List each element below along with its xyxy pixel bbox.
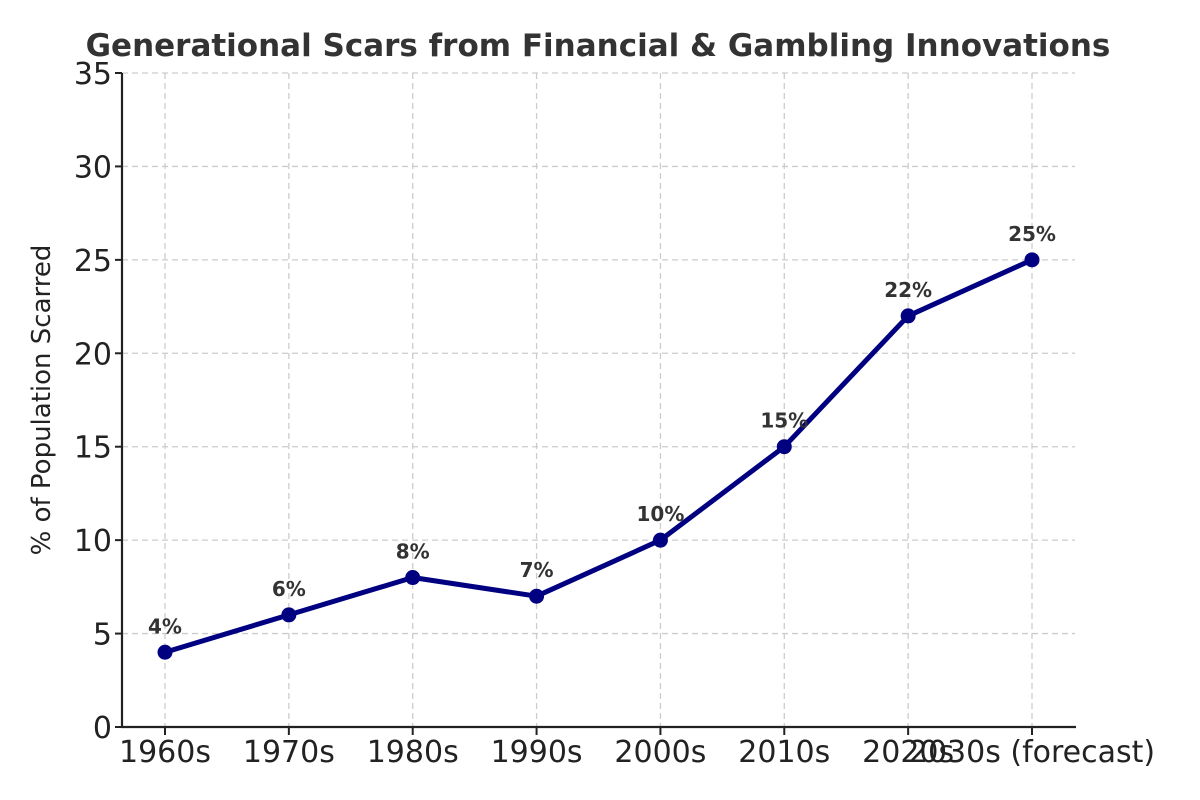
data-label: 7%	[520, 558, 554, 582]
data-point-marker	[529, 588, 545, 604]
data-point-marker	[652, 532, 668, 548]
x-tick-label: 1980s	[367, 735, 459, 770]
x-tick-label: 2000s	[614, 735, 706, 770]
data-point-marker	[1024, 252, 1040, 268]
y-tick-label: 0	[93, 711, 112, 746]
data-point-marker	[281, 607, 297, 623]
data-label: 25%	[1008, 222, 1056, 246]
y-tick-label: 20	[74, 337, 112, 372]
data-point-marker	[157, 644, 173, 660]
data-label: 22%	[884, 278, 932, 302]
y-axis-ticks: 0 5 10 15 20 25 30 35	[74, 57, 122, 746]
y-tick-label: 25	[74, 244, 112, 279]
x-tick-label: 2010s	[738, 735, 830, 770]
x-tick-label: 1990s	[491, 735, 583, 770]
y-axis-label: % of Population Scarred	[27, 245, 57, 556]
x-tick-label: 2030s (forecast)	[909, 735, 1155, 770]
y-tick-label: 15	[74, 431, 112, 466]
x-axis-ticks: 1960s 1970s 1980s 1990s 2000s 2010s 2020s2030s…	[119, 727, 1155, 770]
data-label: 15%	[760, 409, 808, 433]
x-tick-label: 1970s	[243, 735, 335, 770]
y-tick-label: 10	[74, 524, 112, 559]
y-tick-label: 30	[74, 150, 112, 185]
data-series: 4% 6% 8% 7% 10% 15% 22% 25%	[148, 222, 1056, 660]
x-tick-label: 1960s	[119, 735, 211, 770]
data-label: 10%	[636, 502, 684, 526]
chart-title: Generational Scars from Financial & Gamb…	[86, 28, 1111, 64]
y-tick-label: 5	[93, 618, 112, 653]
data-label: 6%	[272, 577, 306, 601]
data-point-marker	[405, 570, 421, 586]
grid-lines	[122, 72, 1075, 727]
x-tick-label: 2020s	[862, 735, 954, 770]
data-label: 8%	[396, 540, 430, 564]
data-label: 4%	[148, 614, 182, 638]
data-point-marker	[776, 439, 792, 455]
y-tick-label: 35	[74, 57, 112, 92]
series-line	[164, 257, 1034, 655]
data-point-marker	[900, 308, 916, 324]
